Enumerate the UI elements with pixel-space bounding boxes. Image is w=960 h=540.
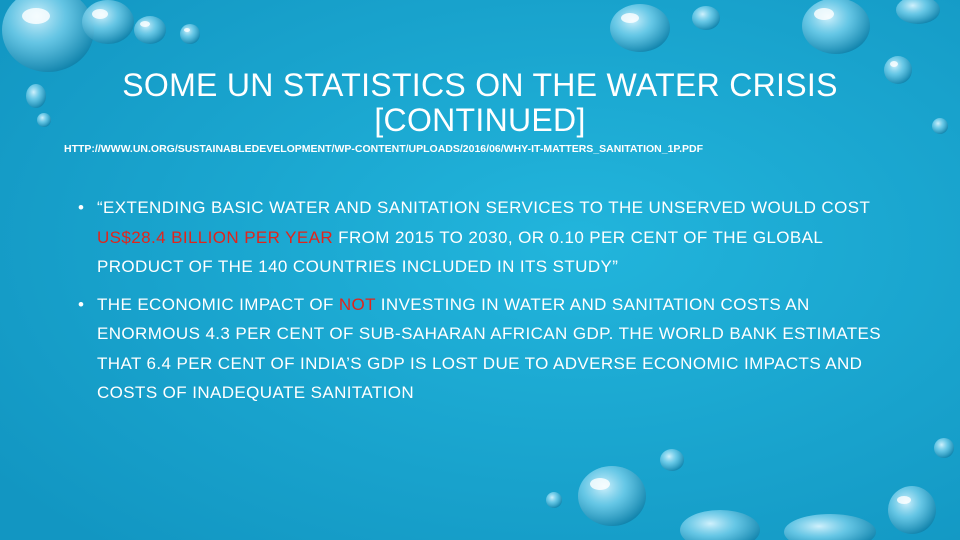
water-drop [134, 16, 166, 44]
water-drop [82, 0, 134, 44]
water-drop [578, 466, 646, 526]
water-drop [692, 6, 720, 30]
highlighted-text: NOT [338, 294, 376, 314]
bullet-text: INVESTING IN WATER AND SANITATION COSTS … [97, 294, 882, 403]
water-drop [888, 486, 936, 534]
bullet-icon: • [78, 294, 85, 314]
water-drop [37, 113, 51, 127]
water-drop [934, 438, 954, 458]
title-line-2: [CONTINUED] [374, 102, 586, 138]
bullet-icon: • [78, 198, 85, 217]
bullet-item: • THE ECONOMIC IMPACT OF NOT INVESTING I… [76, 290, 896, 408]
water-drop [784, 514, 876, 540]
water-drop [2, 0, 94, 72]
water-drop [802, 0, 870, 54]
highlighted-text: US$28.4 BILLION PER YEAR [97, 227, 334, 247]
water-drop [546, 492, 562, 508]
water-drop [680, 510, 760, 540]
water-drop [610, 4, 670, 52]
water-drop [660, 449, 684, 471]
title-line-1: SOME UN STATISTICS ON THE WATER CRISIS [122, 67, 838, 103]
water-drop [180, 24, 200, 44]
bullet-text: THE ECONOMIC IMPACT OF [97, 294, 339, 314]
bullet-list: • “EXTENDING BASIC WATER AND SANITATION … [76, 193, 896, 416]
water-drop [896, 0, 940, 24]
bullet-text: FROM 2015 TO 2030, OR 0.10 PER CENT OF T… [97, 227, 823, 277]
water-drop [26, 84, 46, 108]
source-url: HTTP://WWW.UN.ORG/SUSTAINABLEDEVELOPMENT… [64, 143, 703, 155]
slide-title: SOME UN STATISTICS ON THE WATER CRISIS [… [40, 68, 920, 138]
bullet-text: “EXTENDING BASIC WATER AND SANITATION SE… [97, 198, 870, 217]
water-drop [884, 56, 912, 84]
water-drop [932, 118, 948, 134]
bullet-item: • “EXTENDING BASIC WATER AND SANITATION … [76, 193, 896, 282]
